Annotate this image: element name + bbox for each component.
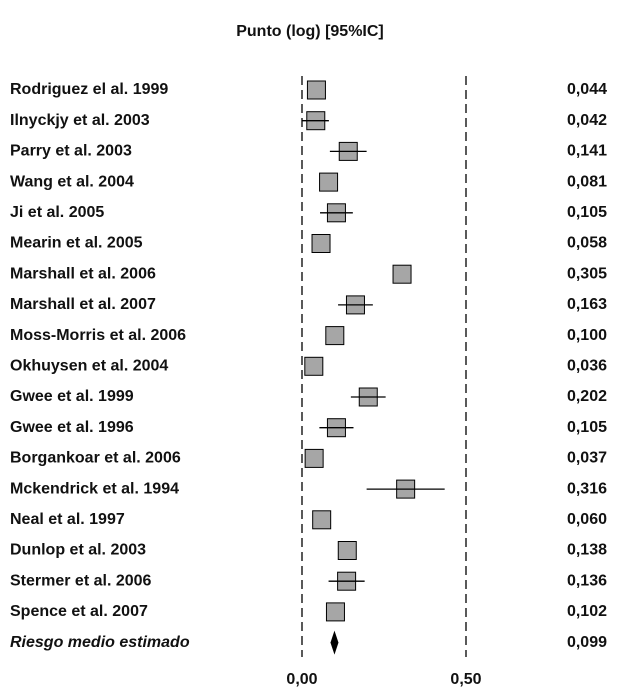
point-box xyxy=(392,264,412,284)
study-label: Moss-Morris et al. 2006 xyxy=(10,327,186,344)
value-label: 0,141 xyxy=(567,143,607,160)
study-label: Mearin et al. 2005 xyxy=(10,235,143,252)
value-label: 0,163 xyxy=(567,296,607,313)
value-label: 0,042 xyxy=(567,112,607,129)
chart-title: Punto (log) [95%IC] xyxy=(236,23,384,40)
study-label: Spence et al. 2007 xyxy=(10,603,148,620)
study-label: Neal et al. 1997 xyxy=(10,511,125,528)
point-box xyxy=(312,510,332,530)
summary-diamond xyxy=(330,630,339,655)
value-label: 0,138 xyxy=(567,542,607,559)
value-label: 0,060 xyxy=(567,511,607,528)
study-label: Ji et al. 2005 xyxy=(10,204,104,221)
value-label: 0,316 xyxy=(567,480,607,497)
study-label: Marshall et al. 2007 xyxy=(10,296,156,313)
point-box xyxy=(325,326,345,346)
value-label: 0,044 xyxy=(567,81,607,98)
study-label: Gwee et al. 1996 xyxy=(10,419,134,436)
summary-value-label: 0,099 xyxy=(567,634,607,651)
study-label: Dunlop et al. 2003 xyxy=(10,542,146,559)
value-label: 0,202 xyxy=(567,388,607,405)
x-tick-label: 0,50 xyxy=(450,671,481,688)
study-label: Okhuysen et al. 2004 xyxy=(10,358,168,375)
point-box xyxy=(319,172,339,192)
study-label: Ilnyckjy et al. 2003 xyxy=(10,112,150,129)
study-label: Marshall et al. 2006 xyxy=(10,265,156,282)
study-label: Parry et al. 2003 xyxy=(10,143,132,160)
study-label: Wang et al. 2004 xyxy=(10,173,134,190)
point-box xyxy=(306,80,326,100)
value-label: 0,081 xyxy=(567,173,607,190)
value-label: 0,058 xyxy=(567,235,607,252)
point-box xyxy=(304,356,324,376)
value-label: 0,305 xyxy=(567,265,607,282)
point-box xyxy=(304,448,324,468)
point-box xyxy=(337,541,357,560)
value-label: 0,100 xyxy=(567,327,607,344)
study-label: Stermer et al. 2006 xyxy=(10,572,152,589)
value-label: 0,105 xyxy=(567,419,607,436)
study-label: Borgankoar et al. 2006 xyxy=(10,450,181,467)
value-label: 0,036 xyxy=(567,358,607,375)
study-label: Mckendrick et al. 1994 xyxy=(10,480,179,497)
value-label: 0,136 xyxy=(567,572,607,589)
point-box xyxy=(325,602,345,622)
study-label: Rodriguez el al. 1999 xyxy=(10,81,168,98)
point-box xyxy=(311,234,331,253)
summary-label: Riesgo medio estimado xyxy=(10,634,190,651)
study-label: Gwee et al. 1999 xyxy=(10,388,134,405)
value-label: 0,105 xyxy=(567,204,607,221)
x-tick-label: 0,00 xyxy=(286,671,317,688)
value-label: 0,102 xyxy=(567,603,607,620)
value-label: 0,037 xyxy=(567,450,607,467)
